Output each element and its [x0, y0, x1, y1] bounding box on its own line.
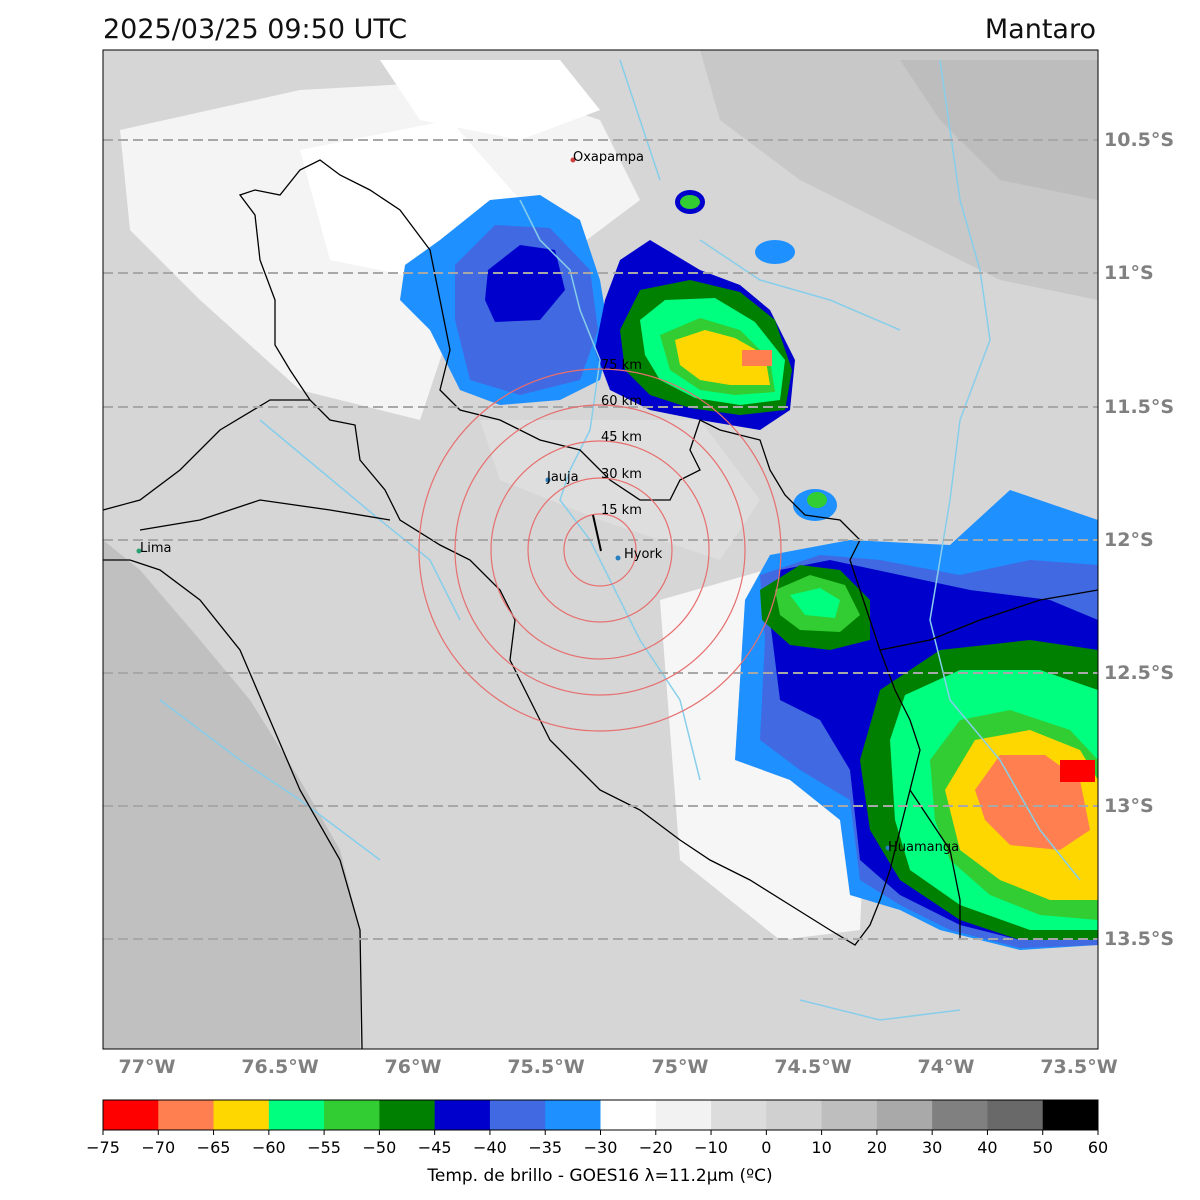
lat-label-13-5s: 13.5°S: [1104, 928, 1174, 950]
colorbar-tick-label: −40: [473, 1138, 507, 1157]
ring-label-15km: 15 km: [601, 503, 642, 518]
colorbar: −75 −70 −65 −60 −55 −50 −45 −40 −35 −30 −20 −10 0 10 2…: [86, 1099, 1108, 1157]
colorbar-tick-label: −65: [197, 1138, 231, 1157]
colorbar-segment: [876, 1100, 933, 1130]
lat-label-12-5s: 12.5°S: [1104, 662, 1174, 684]
colorbar-tick-label: 50: [1033, 1138, 1053, 1157]
city-label-hyork: Hyork: [624, 547, 663, 562]
city-marker-hyork: [615, 555, 621, 561]
colorbar-segment: [932, 1100, 988, 1130]
ring-label-60km: 60 km: [601, 394, 642, 409]
boundaries: [103, 159, 1098, 1049]
colorbar-tick-label: −75: [86, 1138, 120, 1157]
colorbar-segment: [821, 1100, 878, 1130]
city-marker-jauja: [545, 477, 551, 483]
radar-beam-line: [592, 514, 602, 552]
colorbar-tick-label: −70: [141, 1138, 175, 1157]
city-label-lima: Lima: [140, 541, 171, 556]
lon-label-73-5w: 73.5°W: [1040, 1056, 1117, 1078]
colorbar-tick-label: 30: [922, 1138, 942, 1157]
lon-label-75w: 75°W: [652, 1056, 709, 1078]
rivers: [159, 59, 1081, 1021]
lat-label-11-5s: 11.5°S: [1104, 396, 1174, 418]
map-region-title: Mantaro: [984, 14, 1096, 45]
lon-label-77w: 77°W: [119, 1056, 176, 1078]
colorbar-segment: [213, 1100, 270, 1130]
city-label-jauja: Jauja: [546, 470, 579, 485]
colorbar-segment: [711, 1100, 767, 1130]
colorbar-segment: [766, 1100, 823, 1130]
lon-label-76-5w: 76.5°W: [241, 1056, 318, 1078]
lat-label-13s: 13°S: [1104, 795, 1154, 817]
colorbar-segment: [268, 1100, 325, 1130]
colorbar-segment: [600, 1100, 657, 1130]
lon-label-74w: 74°W: [918, 1056, 975, 1078]
ring-label-75km: 75 km: [601, 358, 642, 373]
colorbar-segment: [158, 1100, 215, 1130]
colorbar-tick-label: 20: [867, 1138, 887, 1157]
city-label-huamanga: Huamanga: [888, 840, 959, 855]
city-label-oxapampa: Oxapampa: [573, 150, 644, 165]
brightness-temperature-field: [103, 50, 1098, 1049]
lat-label-12s: 12°S: [1104, 529, 1154, 551]
colorbar-tick-label: −60: [252, 1138, 286, 1157]
map-frame: [102, 49, 1099, 1050]
colorbar-tick-label: 40: [977, 1138, 997, 1157]
colorbar-segment: [379, 1100, 436, 1130]
colorbar-segment: [434, 1100, 491, 1130]
colorbar-segment: [103, 1100, 159, 1130]
colorbar-segment: [489, 1100, 546, 1130]
colorbar-segment: [655, 1100, 712, 1130]
latitude-gridlines: [103, 139, 1098, 940]
colorbar-segment: [324, 1100, 380, 1130]
colorbar-segment: [545, 1100, 601, 1130]
colorbar-tick-label: −20: [639, 1138, 673, 1157]
colorbar-label: Temp. de brillo - GOES16 λ=11.2μm (ºC): [426, 1166, 772, 1186]
colorbar-tick-label: −35: [528, 1138, 562, 1157]
colorbar-segment: [1042, 1100, 1099, 1130]
lon-label-74-5w: 74.5°W: [774, 1056, 851, 1078]
city-marker-oxapampa: [570, 157, 576, 163]
city-marker-lima: [136, 548, 142, 554]
colorbar-tick-label: −50: [363, 1138, 397, 1157]
city-marker-huamanga: [885, 845, 891, 851]
colorbar-tick-label: −55: [307, 1138, 341, 1157]
range-rings: [418, 368, 782, 732]
colorbar-tick-label: −30: [584, 1138, 618, 1157]
ring-label-30km: 30 km: [601, 467, 642, 482]
colorbar-tick-label: −10: [694, 1138, 728, 1157]
lon-label-75-5w: 75.5°W: [507, 1056, 584, 1078]
colorbar-tick-label: 10: [811, 1138, 831, 1157]
map-datetime-title: 2025/03/25 09:50 UTC: [103, 14, 408, 45]
colorbar-tick-label: −45: [418, 1138, 452, 1157]
colorbar-tick-label: 0: [761, 1138, 771, 1157]
colorbar-segment: [987, 1100, 1044, 1130]
colorbar-tick-label: 60: [1088, 1138, 1108, 1157]
lat-label-10-5s: 10.5°S: [1104, 129, 1174, 151]
ring-label-45km: 45 km: [601, 430, 642, 445]
lat-label-11s: 11°S: [1104, 262, 1154, 284]
lon-label-76w: 76°W: [385, 1056, 442, 1078]
